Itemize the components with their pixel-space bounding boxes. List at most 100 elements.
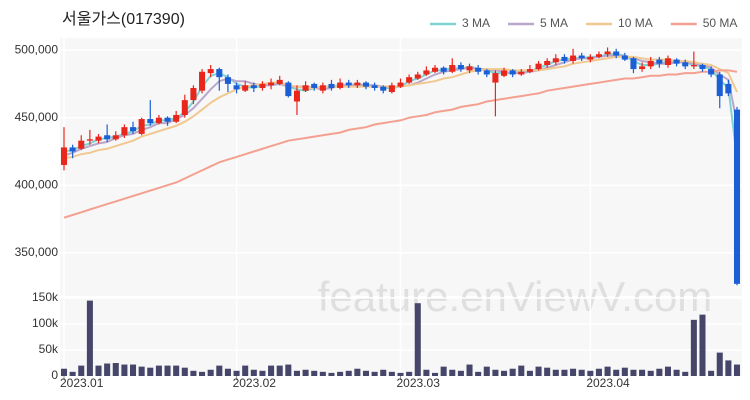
volume-bar bbox=[621, 367, 628, 376]
candle-body bbox=[716, 74, 723, 97]
candle-body bbox=[190, 87, 197, 101]
x-tick-label: 2023.04 bbox=[586, 376, 630, 390]
volume-bar bbox=[595, 368, 602, 376]
volume-bar bbox=[690, 319, 697, 376]
volume-bar bbox=[509, 368, 516, 376]
volume-bar bbox=[60, 368, 68, 376]
legend-label: 3 MA bbox=[462, 16, 490, 30]
y-tick-label: 450,000 bbox=[15, 110, 59, 124]
candle-body bbox=[457, 65, 464, 70]
candle-body bbox=[268, 82, 275, 86]
ma-line bbox=[63, 69, 738, 219]
volume-bar bbox=[423, 369, 430, 376]
candle-body bbox=[690, 65, 697, 67]
candle-body bbox=[664, 58, 671, 66]
candle-body bbox=[501, 70, 508, 76]
candle-body bbox=[647, 60, 654, 67]
volume-bar bbox=[682, 371, 689, 376]
volume-bar bbox=[155, 365, 162, 376]
candle-body bbox=[371, 85, 378, 88]
candle-body bbox=[570, 55, 577, 61]
volume-bar bbox=[164, 365, 171, 376]
y-tick-label: 0 bbox=[51, 368, 58, 382]
candle-body bbox=[337, 82, 344, 88]
volume-bar bbox=[457, 370, 464, 376]
volume-bar bbox=[130, 364, 137, 376]
volume-bar bbox=[535, 366, 542, 376]
volume-bar bbox=[104, 363, 111, 376]
candle-body bbox=[311, 83, 318, 88]
volume-bar bbox=[285, 364, 292, 376]
candle-body bbox=[138, 119, 145, 134]
volume-bar bbox=[639, 369, 646, 376]
candle-body bbox=[699, 65, 706, 70]
volume-bar bbox=[570, 368, 577, 376]
volume-bar bbox=[561, 369, 568, 376]
y-tick-label: 500,000 bbox=[15, 42, 59, 56]
volume-bar bbox=[431, 372, 439, 376]
candle-body bbox=[164, 117, 171, 122]
legend-label: 50 MA bbox=[703, 16, 738, 30]
candle-body bbox=[406, 77, 413, 83]
candle-body bbox=[199, 71, 206, 91]
candle-body bbox=[216, 69, 223, 78]
candle-body bbox=[423, 70, 430, 75]
candle-body bbox=[259, 83, 266, 88]
volume-bar bbox=[664, 366, 671, 376]
volume-bar bbox=[733, 364, 741, 376]
volume-bar bbox=[518, 365, 525, 376]
volume-bar bbox=[492, 369, 499, 376]
candle-body bbox=[535, 63, 542, 70]
candle-body bbox=[561, 56, 568, 61]
volume-bar bbox=[630, 369, 637, 376]
volume-bar bbox=[224, 368, 231, 376]
volume-bar bbox=[449, 369, 456, 376]
x-tick-label: 2023.03 bbox=[397, 376, 441, 390]
candle-body bbox=[708, 69, 715, 75]
candle-body bbox=[233, 85, 240, 90]
volume-bar bbox=[388, 371, 395, 376]
candle-body bbox=[440, 67, 447, 72]
candle-body bbox=[69, 147, 76, 152]
candle-body bbox=[475, 67, 482, 72]
candle-body bbox=[431, 67, 439, 72]
candle-body bbox=[725, 83, 732, 94]
candle-body bbox=[509, 70, 516, 75]
legend-label: 5 MA bbox=[540, 16, 568, 30]
volume-bar bbox=[112, 363, 119, 376]
volume-bar bbox=[544, 367, 551, 376]
volume-bar bbox=[216, 365, 223, 376]
candle-body bbox=[449, 65, 456, 72]
y-tick-label: 400,000 bbox=[15, 177, 59, 191]
watermark: feature.enViewV.com bbox=[318, 273, 713, 320]
y-tick-label: 100k bbox=[32, 316, 59, 330]
candle-body bbox=[104, 135, 111, 140]
volume-bar bbox=[526, 370, 533, 376]
volume-bar bbox=[259, 370, 266, 376]
candle-body bbox=[492, 73, 499, 83]
volume-bar bbox=[406, 371, 413, 376]
candle-body bbox=[604, 51, 611, 55]
volume-bar bbox=[207, 369, 214, 376]
candle-body bbox=[130, 127, 137, 132]
volume-bar bbox=[604, 366, 611, 376]
candle-body bbox=[207, 69, 214, 74]
candle-body bbox=[414, 74, 421, 79]
candle-body bbox=[518, 71, 525, 75]
candle-body bbox=[630, 58, 637, 70]
volume-bar bbox=[354, 368, 361, 376]
candle-body bbox=[621, 55, 628, 60]
candle-body bbox=[483, 70, 490, 75]
volume-bar bbox=[578, 369, 585, 376]
volume-bar bbox=[699, 314, 706, 376]
candle-body bbox=[276, 79, 283, 84]
candle-body bbox=[354, 82, 361, 86]
volume-bar bbox=[242, 365, 249, 376]
volume-bar bbox=[147, 367, 154, 376]
candle-body bbox=[250, 85, 257, 88]
volume-bar bbox=[276, 365, 283, 376]
volume-bar bbox=[250, 369, 257, 376]
volume-bar bbox=[78, 365, 85, 376]
x-tick-label: 2023.02 bbox=[233, 376, 277, 390]
